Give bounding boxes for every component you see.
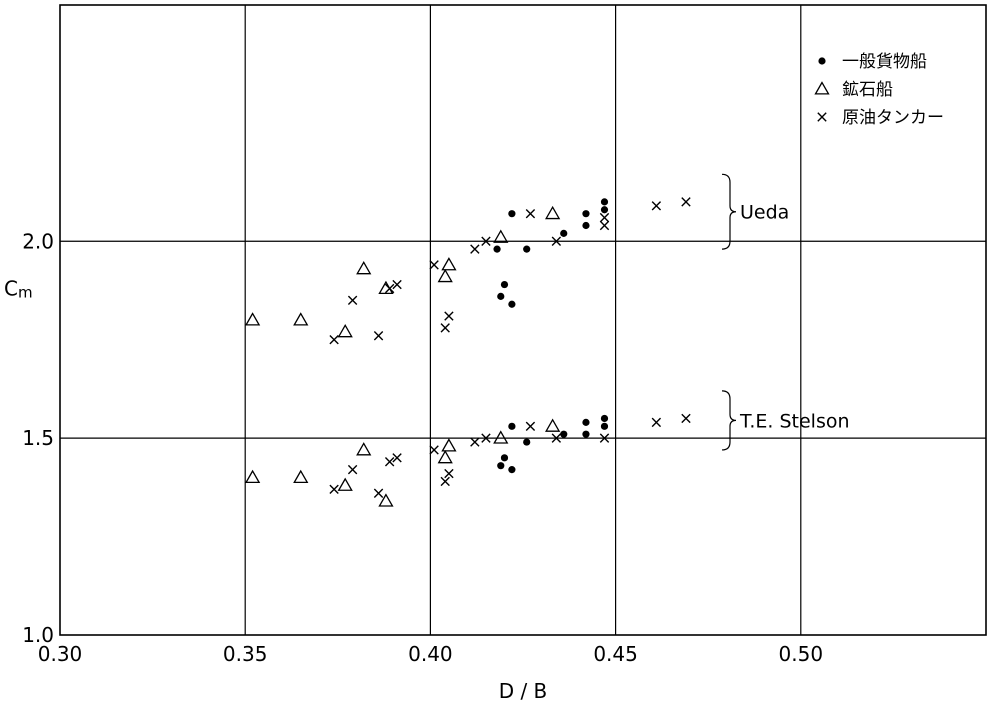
data-point-triangle: [441, 257, 457, 271]
data-point-cross: [329, 334, 339, 345]
data-point-dot: [508, 210, 516, 218]
annotation-0-bracket: [721, 173, 737, 250]
data-point-cross: [347, 464, 358, 475]
data-point-triangle: [545, 418, 561, 432]
data-point-cross: [481, 433, 491, 443]
y-axis-label: Cm: [4, 277, 33, 302]
data-point-dot: [582, 210, 590, 218]
data-point-cross: [440, 476, 450, 487]
data-point-triangle: [545, 205, 561, 220]
data-point-cross: [599, 212, 610, 223]
annotations: Ueda T.E. Stelson: [721, 173, 850, 451]
data-point-dot: [500, 280, 509, 289]
data-point-triangle: [356, 261, 372, 275]
data-point-cross: [429, 445, 439, 455]
data-point-triangle: [437, 268, 453, 283]
data-point-dot: [600, 206, 609, 214]
data-point-dot: [523, 245, 531, 253]
data-point-cross: [525, 421, 536, 432]
data-point-cross: [551, 433, 562, 443]
annotation-1-label: T.E. Stelson: [739, 410, 850, 432]
data-point-cross: [444, 468, 454, 479]
y-tick-label: 1.0: [22, 623, 54, 647]
data-point-cross: [373, 331, 384, 341]
data-point-dot: [582, 430, 590, 438]
data-point-triangle: [337, 477, 353, 491]
data-point-cross: [651, 201, 662, 211]
annotation-1-bracket: [721, 390, 737, 451]
y-tick-label: 2.0: [22, 229, 54, 253]
data-point-dot: [523, 438, 531, 446]
data-point-cross: [681, 197, 691, 207]
data-point-cross: [444, 311, 454, 321]
data-point-cross: [525, 208, 536, 219]
data-point-cross: [384, 457, 395, 467]
data-point-cross: [651, 417, 662, 428]
data-point-triangle: [293, 469, 309, 484]
data-point-triangle: [493, 229, 509, 243]
data-point-dot: [497, 292, 505, 300]
data-point-triangle: [337, 324, 353, 338]
data-point-dot: [508, 422, 516, 430]
data-point-cross: [599, 433, 610, 443]
data-point-cross: [347, 295, 358, 306]
tick-labels: 0.30 0.35 0.40 0.45 0.50 1.0 1.5 2.0: [22, 229, 823, 666]
data-point-cross: [551, 236, 562, 246]
x-tick-label: 0.45: [593, 642, 638, 666]
legend-marker-cross: [817, 112, 827, 122]
data-point-cross: [470, 437, 480, 447]
data-point-cross: [429, 260, 439, 270]
data-point-cross: [599, 220, 610, 231]
legend-label: 鉱石船: [842, 80, 893, 100]
data-point-dot: [500, 454, 509, 462]
legend-label: 原油タンカー: [842, 108, 944, 128]
x-tick-label: 0.30: [38, 642, 83, 666]
plot-frame: [59, 4, 987, 636]
data-point-cross: [470, 244, 480, 254]
data-point-cross: [681, 413, 691, 424]
data-point-cross: [392, 279, 402, 290]
data-point-dot: [582, 418, 590, 426]
data-point-triangle: [293, 312, 309, 326]
legend-marker-dot: [818, 57, 826, 65]
x-tick-label: 0.35: [223, 642, 268, 666]
grid: [60, 5, 986, 635]
legend-label: 一般貨物船: [842, 52, 927, 72]
data-point-cross: [392, 453, 402, 463]
legend-marker-triangle: [814, 81, 830, 95]
data-point-dot: [600, 414, 609, 423]
data-point-cross: [440, 323, 450, 333]
data-point-triangle: [437, 450, 453, 464]
data-point-triangle: [493, 430, 509, 444]
data-point-cross: [481, 236, 491, 246]
data-point-dot: [582, 221, 590, 230]
data-point-dot: [600, 198, 609, 206]
data-point-dot: [600, 422, 609, 430]
data-point-triangle: [244, 312, 261, 326]
data-point-dot: [508, 466, 516, 474]
data-point-dot: [508, 300, 516, 308]
data-point-triangle: [244, 469, 261, 484]
data-point-cross: [329, 484, 339, 495]
data-point-dot: [560, 229, 568, 237]
x-tick-label: 0.50: [779, 642, 824, 666]
x-tick-label: 0.40: [408, 642, 453, 666]
data-point-dot: [493, 245, 501, 253]
data-point-dot: [497, 462, 505, 470]
data-point-triangle: [356, 442, 372, 456]
data-points: [244, 197, 691, 507]
data-point-dot: [560, 430, 568, 438]
annotation-0-label: Ueda: [740, 202, 789, 224]
data-point-cross: [384, 283, 395, 294]
data-point-cross: [373, 488, 384, 498]
data-point-triangle: [441, 438, 457, 452]
x-axis-label: D / B: [499, 679, 548, 701]
y-tick-label: 1.5: [22, 426, 54, 450]
data-point-triangle: [378, 493, 394, 507]
